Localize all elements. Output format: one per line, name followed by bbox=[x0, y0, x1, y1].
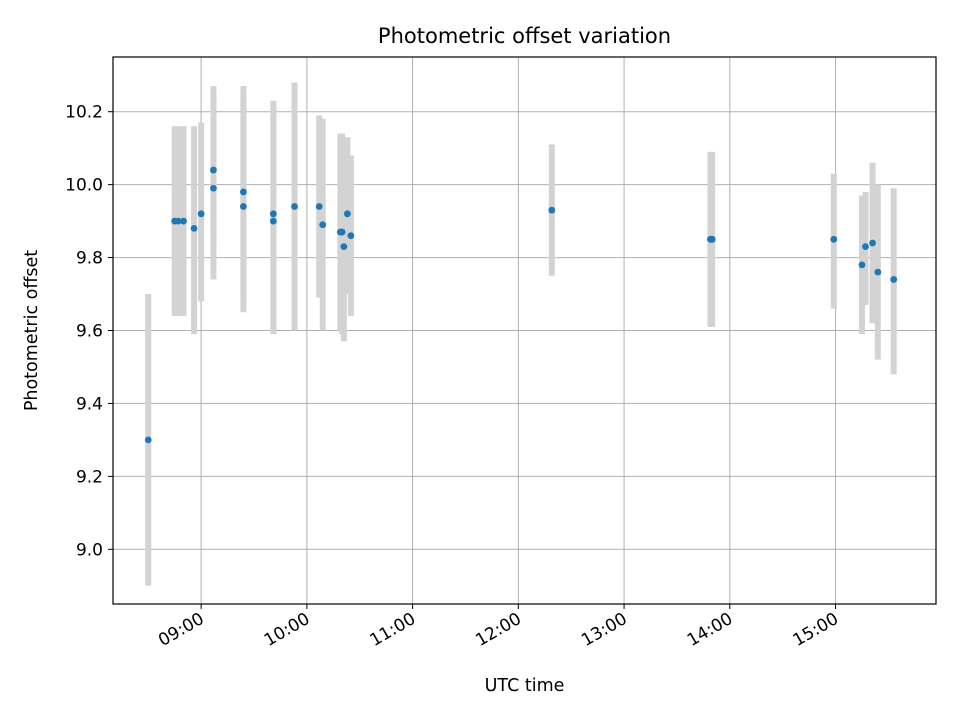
y-tick-label: 10.0 bbox=[65, 176, 103, 196]
data-point bbox=[869, 239, 876, 247]
data-point bbox=[319, 221, 327, 229]
y-tick-label: 9.0 bbox=[76, 540, 103, 560]
grid-layer bbox=[113, 57, 936, 604]
marker-layer bbox=[144, 166, 898, 444]
data-point bbox=[144, 436, 152, 444]
data-point bbox=[347, 232, 355, 240]
data-point bbox=[180, 217, 187, 225]
data-point bbox=[340, 243, 348, 251]
data-point bbox=[190, 224, 198, 232]
data-point bbox=[338, 228, 346, 236]
data-point bbox=[269, 210, 277, 218]
data-point bbox=[240, 203, 247, 210]
data-point bbox=[210, 166, 217, 174]
y-tick-label: 9.8 bbox=[76, 249, 103, 269]
data-point bbox=[343, 210, 351, 218]
y-axis-label: Photometric offset bbox=[22, 250, 42, 411]
data-point bbox=[890, 276, 898, 283]
data-point bbox=[858, 261, 866, 269]
data-point bbox=[862, 243, 869, 251]
data-point bbox=[548, 206, 556, 214]
data-point bbox=[708, 235, 716, 243]
y-tick-label: 10.2 bbox=[65, 103, 103, 123]
y-tick-label: 9.2 bbox=[76, 467, 103, 487]
data-point bbox=[197, 210, 205, 218]
data-point bbox=[315, 203, 323, 210]
x-axis-label: UTC time bbox=[485, 676, 565, 696]
chart-title: Photometric offset variation bbox=[378, 24, 671, 48]
data-point bbox=[269, 217, 277, 225]
data-point bbox=[174, 217, 182, 225]
data-point bbox=[291, 203, 298, 210]
y-tick-label: 9.6 bbox=[76, 322, 103, 342]
data-point bbox=[210, 184, 217, 192]
data-point bbox=[830, 235, 838, 243]
data-point bbox=[874, 268, 882, 276]
data-point bbox=[240, 188, 247, 196]
y-tick-label: 9.4 bbox=[76, 394, 103, 414]
